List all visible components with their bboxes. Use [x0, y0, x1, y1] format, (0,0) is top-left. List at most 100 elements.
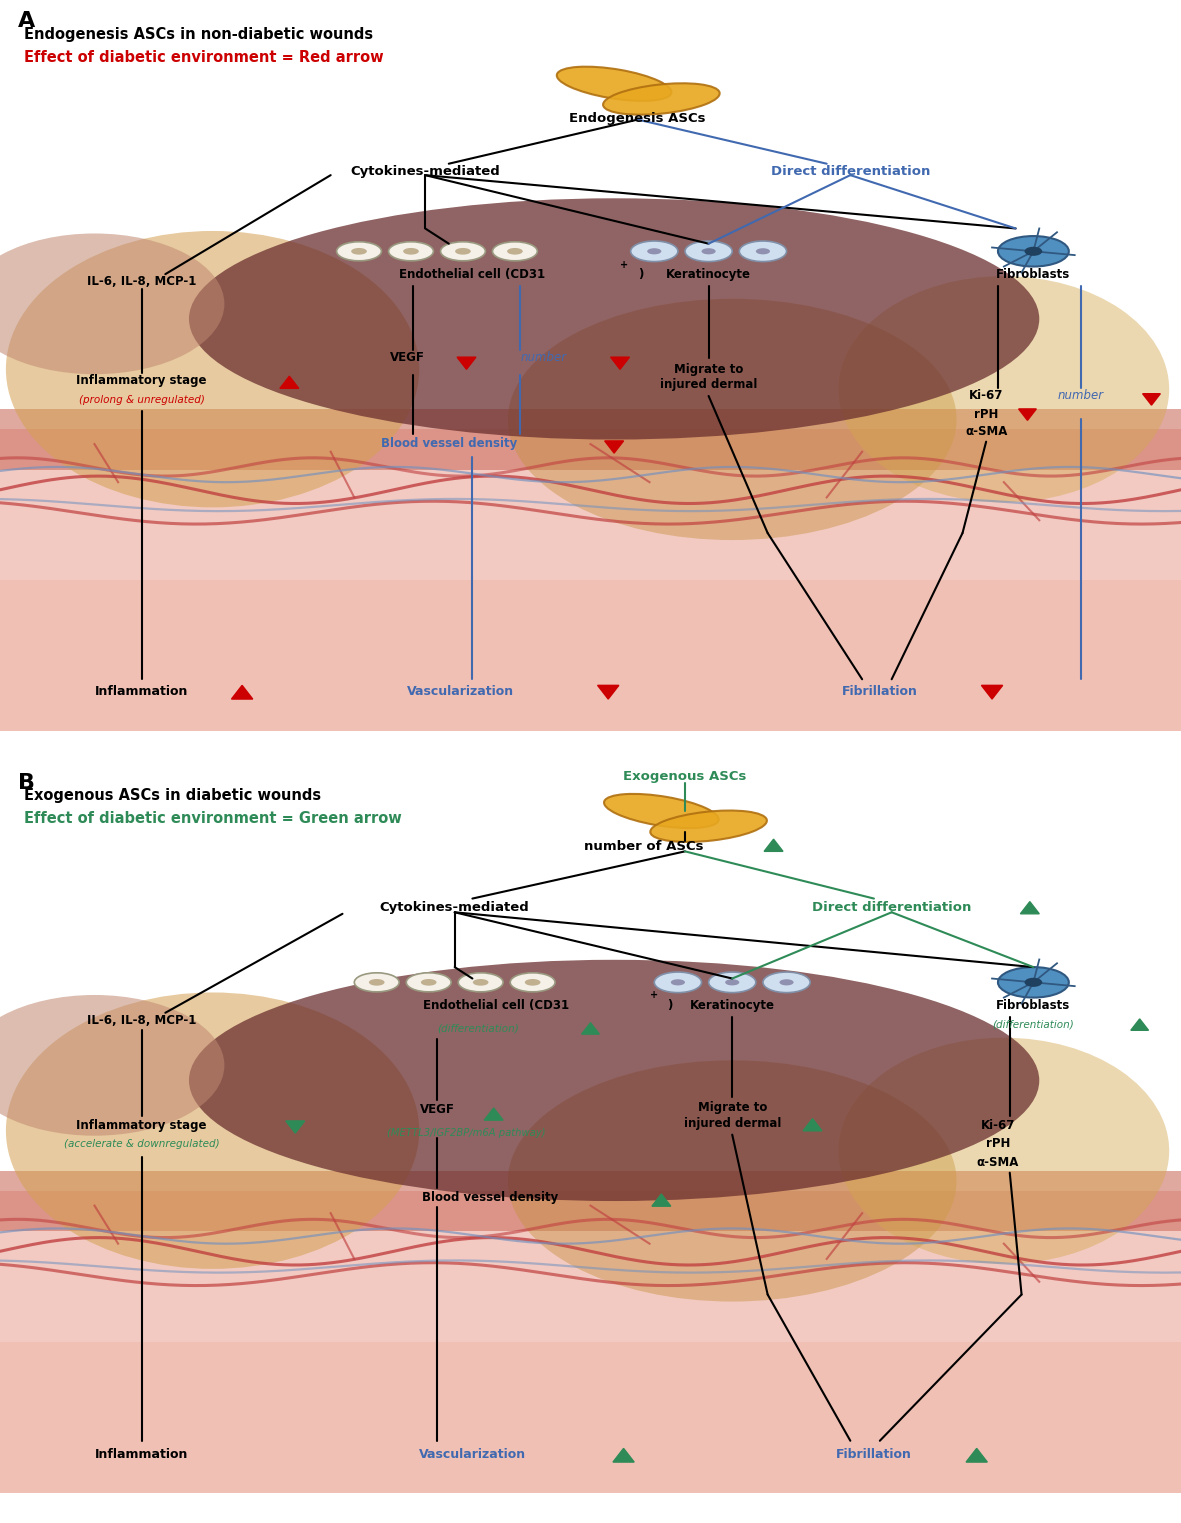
- Text: Keratinocyte: Keratinocyte: [666, 268, 751, 280]
- Text: number: number: [520, 352, 567, 364]
- Polygon shape: [286, 1121, 305, 1133]
- Ellipse shape: [458, 973, 503, 991]
- Text: Vascularization: Vascularization: [419, 1448, 526, 1461]
- Text: Inflammatory stage: Inflammatory stage: [77, 1119, 207, 1132]
- Text: Cytokines-mediated: Cytokines-mediated: [351, 164, 500, 178]
- Text: Blood vessel density: Blood vessel density: [422, 1191, 559, 1203]
- Polygon shape: [1131, 1019, 1148, 1031]
- Polygon shape: [598, 685, 619, 699]
- Ellipse shape: [556, 67, 672, 101]
- Text: Endothelial cell (CD31: Endothelial cell (CD31: [423, 999, 569, 1011]
- Ellipse shape: [6, 231, 419, 507]
- Text: Fibroblasts: Fibroblasts: [997, 999, 1070, 1011]
- Polygon shape: [981, 685, 1003, 699]
- Text: injured dermal: injured dermal: [660, 378, 757, 391]
- Ellipse shape: [763, 972, 810, 993]
- Text: ): ): [667, 999, 673, 1011]
- Text: +: +: [650, 990, 658, 1001]
- Text: Migrate to: Migrate to: [698, 1101, 766, 1113]
- Ellipse shape: [508, 299, 957, 541]
- Text: IL-6, IL-8, MCP-1: IL-6, IL-8, MCP-1: [87, 276, 196, 288]
- Ellipse shape: [1024, 247, 1043, 256]
- Text: Keratinocyte: Keratinocyte: [690, 999, 775, 1011]
- Ellipse shape: [524, 979, 541, 985]
- Text: Fibroblasts: Fibroblasts: [997, 268, 1070, 280]
- Polygon shape: [1020, 902, 1039, 914]
- Ellipse shape: [1024, 978, 1043, 987]
- Ellipse shape: [455, 248, 471, 254]
- Text: Cytokines-mediated: Cytokines-mediated: [380, 902, 529, 914]
- Ellipse shape: [647, 248, 661, 254]
- Text: Fibrillation: Fibrillation: [836, 1448, 912, 1461]
- Text: Ki-67: Ki-67: [968, 390, 1004, 402]
- Polygon shape: [280, 376, 299, 388]
- Text: Endogenesis ASCs in non-diabetic wounds: Endogenesis ASCs in non-diabetic wounds: [24, 27, 373, 41]
- Polygon shape: [0, 410, 1181, 469]
- Ellipse shape: [725, 979, 739, 985]
- Ellipse shape: [0, 233, 224, 375]
- Text: α-SMA: α-SMA: [965, 425, 1007, 439]
- Text: Exogenous ASCs in diabetic wounds: Exogenous ASCs in diabetic wounds: [24, 789, 321, 803]
- Polygon shape: [1018, 410, 1036, 420]
- Ellipse shape: [603, 793, 719, 829]
- Text: Inflammation: Inflammation: [94, 1448, 189, 1461]
- Text: rPH: rPH: [974, 408, 998, 420]
- Ellipse shape: [406, 973, 451, 991]
- Ellipse shape: [189, 198, 1039, 440]
- Ellipse shape: [709, 972, 756, 993]
- Text: Endothelial cell (CD31: Endothelial cell (CD31: [399, 268, 546, 280]
- Text: number: number: [1057, 390, 1104, 402]
- Ellipse shape: [756, 248, 770, 254]
- Ellipse shape: [685, 241, 732, 262]
- Ellipse shape: [739, 241, 787, 262]
- Ellipse shape: [998, 967, 1069, 998]
- Polygon shape: [0, 580, 1181, 731]
- Text: A: A: [18, 12, 35, 32]
- Ellipse shape: [839, 1037, 1169, 1264]
- Ellipse shape: [507, 248, 523, 254]
- Text: Fibrillation: Fibrillation: [842, 685, 918, 698]
- Text: Direct differentiation: Direct differentiation: [813, 902, 971, 914]
- Text: (differentiation): (differentiation): [437, 1023, 520, 1033]
- Ellipse shape: [472, 979, 489, 985]
- Ellipse shape: [420, 979, 437, 985]
- Text: (differentiation): (differentiation): [992, 1019, 1075, 1030]
- Text: Inflammatory stage: Inflammatory stage: [77, 375, 207, 387]
- Ellipse shape: [603, 84, 719, 114]
- Polygon shape: [0, 1171, 1181, 1231]
- Text: Effect of diabetic environment = Green arrow: Effect of diabetic environment = Green a…: [24, 812, 402, 825]
- Ellipse shape: [998, 236, 1069, 267]
- Text: IL-6, IL-8, MCP-1: IL-6, IL-8, MCP-1: [87, 1014, 196, 1027]
- Ellipse shape: [631, 241, 678, 262]
- Polygon shape: [966, 1448, 987, 1462]
- Ellipse shape: [403, 248, 419, 254]
- Text: α-SMA: α-SMA: [977, 1156, 1019, 1168]
- Text: B: B: [18, 774, 34, 793]
- Ellipse shape: [671, 979, 685, 985]
- Polygon shape: [605, 442, 624, 454]
- Polygon shape: [581, 1023, 599, 1034]
- Text: VEGF: VEGF: [390, 352, 425, 364]
- Text: Vascularization: Vascularization: [407, 685, 514, 698]
- Text: (prolong & unregulated): (prolong & unregulated): [79, 394, 204, 405]
- Text: Endogenesis ASCs: Endogenesis ASCs: [569, 111, 706, 125]
- Ellipse shape: [351, 248, 367, 254]
- Polygon shape: [0, 429, 1181, 731]
- Text: (METTL3/IGF2BP∕m6A pathway): (METTL3/IGF2BP∕m6A pathway): [387, 1129, 546, 1138]
- Polygon shape: [457, 358, 476, 369]
- Polygon shape: [803, 1118, 822, 1130]
- Ellipse shape: [0, 995, 224, 1136]
- Ellipse shape: [354, 973, 399, 991]
- Text: rPH: rPH: [986, 1138, 1010, 1150]
- Ellipse shape: [510, 973, 555, 991]
- Text: ): ): [638, 268, 644, 280]
- Ellipse shape: [441, 242, 485, 260]
- Ellipse shape: [189, 959, 1039, 1202]
- Text: +: +: [620, 259, 628, 270]
- Polygon shape: [613, 1448, 634, 1462]
- Text: Direct differentiation: Direct differentiation: [771, 164, 929, 178]
- Text: VEGF: VEGF: [419, 1103, 455, 1116]
- Polygon shape: [611, 358, 629, 369]
- Ellipse shape: [839, 276, 1169, 503]
- Ellipse shape: [651, 810, 766, 842]
